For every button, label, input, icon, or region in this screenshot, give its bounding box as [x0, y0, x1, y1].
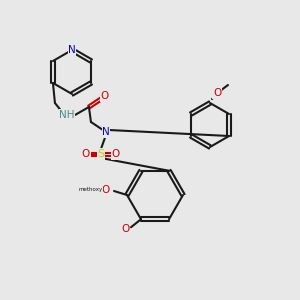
- Text: N: N: [102, 127, 110, 137]
- Text: O: O: [213, 88, 221, 98]
- Text: N: N: [68, 45, 76, 55]
- Text: methoxy: methoxy: [79, 187, 103, 191]
- Text: NH: NH: [59, 110, 75, 120]
- Text: O: O: [121, 224, 129, 234]
- Text: O: O: [101, 91, 109, 101]
- Text: S: S: [98, 149, 104, 159]
- Text: O: O: [112, 149, 120, 159]
- Text: O: O: [101, 185, 109, 195]
- Text: O: O: [82, 149, 90, 159]
